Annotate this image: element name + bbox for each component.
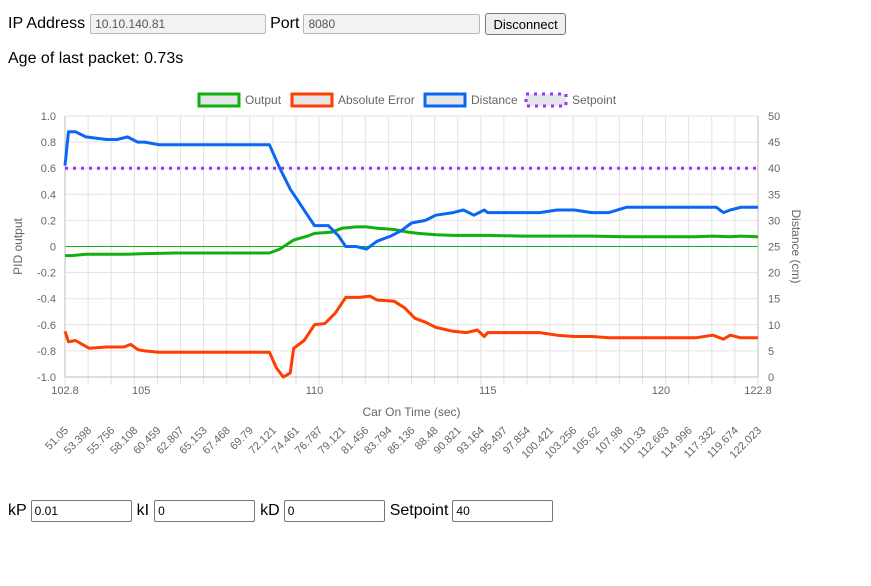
packet-age-text: Age of last packet: 0.73s bbox=[8, 50, 184, 67]
x-tick-label: 102.8 bbox=[51, 385, 79, 397]
legend-label: Output bbox=[245, 93, 282, 107]
y-right-tick-label: 30 bbox=[768, 215, 780, 227]
chart-axes: 51.0553.39855.75658.10860.45962.80765.15… bbox=[11, 111, 803, 461]
port-label: Port bbox=[270, 15, 300, 32]
y-left-tick-label: -0.8 bbox=[37, 346, 56, 358]
y-right-tick-label: 10 bbox=[768, 320, 780, 332]
port-input[interactable] bbox=[303, 14, 481, 34]
y-right-axis-title: Distance (cm) bbox=[789, 209, 803, 283]
legend-swatch-distance bbox=[423, 92, 467, 108]
y-right-tick-label: 20 bbox=[768, 268, 780, 280]
disconnect-button[interactable]: Disconnect bbox=[485, 13, 566, 35]
series-line-distance bbox=[63, 130, 758, 251]
chart-series bbox=[63, 130, 759, 379]
ip-label: IP Address bbox=[8, 15, 86, 32]
ki-input[interactable] bbox=[154, 500, 256, 522]
series-line-output bbox=[65, 225, 759, 258]
y-left-tick-label: 0 bbox=[50, 242, 56, 254]
legend-label: Distance bbox=[471, 93, 518, 107]
kd-input[interactable] bbox=[283, 500, 385, 522]
y-right-tick-label: 50 bbox=[768, 111, 780, 123]
y-right-tick-label: 15 bbox=[768, 294, 780, 306]
pid-chart: 51.0553.39855.75658.10860.45962.80765.15… bbox=[11, 92, 803, 461]
kp-label: kP bbox=[8, 502, 27, 519]
chart-grid bbox=[64, 115, 759, 385]
x-tick-label: 120 bbox=[652, 385, 670, 397]
series-line-absolute-error bbox=[63, 294, 758, 379]
x-tick-label: 105 bbox=[132, 385, 150, 397]
ip-input[interactable] bbox=[90, 14, 267, 34]
y-left-axis-title: PID output bbox=[11, 217, 25, 274]
y-left-tick-label: 1.0 bbox=[41, 111, 56, 123]
y-left-tick-label: 0.2 bbox=[41, 215, 56, 227]
y-right-tick-label: 45 bbox=[768, 137, 780, 149]
legend-swatch-output bbox=[197, 92, 241, 108]
kd-label: kD bbox=[260, 502, 280, 519]
legend-swatch-absolute-error bbox=[290, 92, 334, 108]
y-right-tick-label: 40 bbox=[768, 163, 780, 175]
connection-bar: IP Address Port Disconnect bbox=[8, 13, 566, 35]
setpoint-input[interactable] bbox=[452, 500, 554, 522]
kp-input[interactable] bbox=[30, 500, 132, 522]
y-right-tick-label: 0 bbox=[768, 372, 774, 384]
y-right-tick-label: 5 bbox=[768, 346, 774, 358]
legend-label: Absolute Error bbox=[338, 93, 415, 107]
x-axis-title: Car On Time (sec) bbox=[362, 405, 460, 419]
setpoint-label: Setpoint bbox=[389, 502, 449, 519]
y-left-tick-label: 0.6 bbox=[41, 163, 56, 175]
x-tick-label: 115 bbox=[479, 385, 497, 397]
x-tick-label: 122.8 bbox=[744, 385, 772, 397]
y-left-tick-label: -0.6 bbox=[37, 320, 56, 332]
y-left-tick-label: -1.0 bbox=[37, 372, 56, 384]
legend-swatch-setpoint bbox=[524, 92, 568, 108]
legend-label: Setpoint bbox=[572, 93, 617, 107]
chart-legend: Output Absolute Error Distance Setpoint bbox=[197, 92, 617, 108]
y-left-tick-label: 0.4 bbox=[41, 189, 56, 201]
y-left-tick-label: -0.4 bbox=[37, 294, 56, 306]
y-left-tick-label: 0.8 bbox=[41, 137, 56, 149]
ki-label: kI bbox=[136, 502, 150, 519]
x-tick-label: 110 bbox=[306, 385, 324, 397]
y-left-tick-label: -0.2 bbox=[37, 268, 56, 280]
y-right-tick-label: 25 bbox=[768, 242, 780, 254]
y-right-tick-label: 35 bbox=[768, 189, 780, 201]
pid-controls: kP kI kD Setpoint bbox=[8, 500, 554, 522]
